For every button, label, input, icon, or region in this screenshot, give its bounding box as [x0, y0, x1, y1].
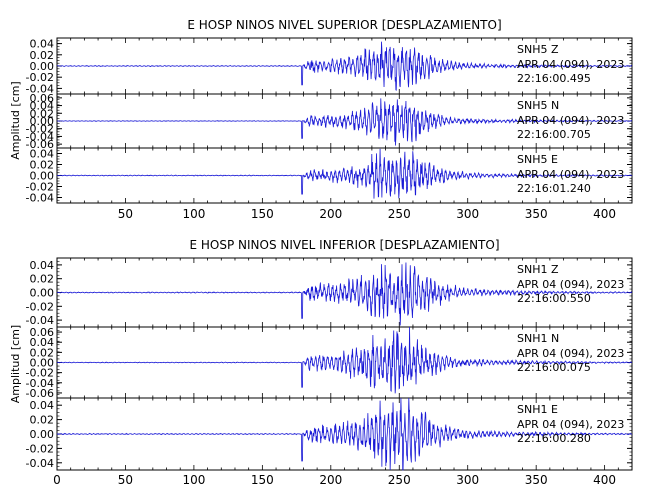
time-label: 22:16:00.495 — [517, 72, 591, 85]
x-tick-label: 400 — [593, 473, 616, 487]
y-tick-label: 0.06 — [30, 92, 55, 105]
y-tick-label: -0.04 — [26, 377, 54, 390]
y-tick-label: 0.02 — [30, 49, 55, 62]
chart-title: E HOSP NINOS NIVEL INFERIOR [DESPLAZAMIE… — [189, 238, 499, 252]
date-label: APR 04 (094), 2023 — [517, 418, 624, 431]
y-tick-label: 0.02 — [30, 414, 55, 427]
x-tick-label: 0 — [53, 473, 61, 487]
station-component-label: SNH1 E — [517, 403, 558, 416]
y-tick-label: 0.00 — [30, 115, 55, 128]
chart-lower: E HOSP NINOS NIVEL INFERIOR [DESPLAZAMIE… — [9, 238, 633, 487]
y-tick-label: 0.00 — [30, 357, 55, 370]
y-tick-label: 0.00 — [30, 287, 55, 300]
time-label: 22:16:00.280 — [517, 432, 591, 445]
y-tick-label: 0.02 — [30, 159, 55, 172]
y-tick-label: -0.04 — [26, 457, 54, 470]
panel-snh1-z: 0.040.020.00-0.02-0.04 SNH1 Z APR 04 (094)… — [26, 257, 633, 328]
waveform-trace — [56, 326, 633, 394]
y-tick-label: 0.00 — [30, 60, 55, 73]
x-tick-label: 100 — [182, 473, 205, 487]
date-label: APR 04 (094), 2023 — [517, 168, 624, 181]
station-component-label: SNH1 Z — [517, 263, 559, 276]
x-tick-label: 350 — [525, 473, 548, 487]
x-tick-label: 50 — [118, 207, 133, 221]
y-axis-label: Amplitud [cm] — [9, 325, 22, 403]
x-tick-label: 250 — [388, 473, 411, 487]
station-component-label: SNH5 Z — [517, 43, 559, 56]
date-label: APR 04 (094), 2023 — [517, 114, 624, 127]
panel-snh1-n: 0.060.040.020.00-0.02-0.04-0.06 SNH1 N APR… — [26, 326, 633, 400]
y-tick-label: 0.04 — [30, 148, 55, 161]
x-tick-label: 400 — [593, 207, 616, 221]
time-label: 22:16:01.240 — [517, 182, 591, 195]
y-tick-label: -0.06 — [26, 387, 54, 400]
station-component-label: SNH1 N — [517, 332, 559, 345]
x-tick-label: 300 — [456, 207, 479, 221]
y-tick-label: -0.04 — [26, 82, 54, 95]
y-tick-label: -0.02 — [26, 442, 54, 455]
waveform-trace — [56, 262, 633, 326]
y-tick-label: -0.04 — [26, 314, 54, 327]
y-tick-label: 0.00 — [30, 170, 55, 183]
y-tick-label: 0.02 — [30, 346, 55, 359]
station-component-label: SNH5 E — [517, 153, 558, 166]
x-tick-label: 50 — [118, 473, 133, 487]
x-tick-label: 200 — [319, 207, 342, 221]
y-tick-label: -0.02 — [26, 181, 54, 194]
date-label: APR 04 (094), 2023 — [517, 347, 624, 360]
waveform-trace — [56, 397, 633, 471]
panel-snh5-e: 0.040.020.00-0.02-0.04 SNH5 E APR 04 (094)… — [26, 147, 633, 205]
x-tick-label: 250 — [388, 207, 411, 221]
y-tick-label: -0.04 — [26, 130, 54, 143]
y-tick-label: 0.00 — [30, 428, 55, 441]
y-tick-label: 0.06 — [30, 326, 55, 339]
panel-snh5-n: 0.060.040.020.00-0.02-0.04-0.06 SNH5 N APR… — [26, 92, 633, 151]
chart-upper: E HOSP NINOS NIVEL SUPERIOR [DESPLAZAMIE… — [9, 18, 633, 221]
y-tick-label: 0.04 — [30, 399, 55, 412]
y-tick-label: 0.02 — [30, 273, 55, 286]
date-label: APR 04 (094), 2023 — [517, 278, 624, 291]
time-label: 22:16:00.075 — [517, 361, 591, 374]
y-tick-label: 0.04 — [30, 259, 55, 272]
y-tick-label: 0.02 — [30, 107, 55, 120]
time-label: 22:16:00.705 — [517, 128, 591, 141]
x-tick-label: 200 — [319, 473, 342, 487]
y-tick-label: 0.04 — [30, 100, 55, 113]
x-tick-label: 150 — [251, 207, 274, 221]
y-tick-label: 0.04 — [30, 336, 55, 349]
panel-snh1-e: 0.04 0.020.00-0.02 -0.04 SNH1 E APR 04 (094)… — [26, 397, 633, 471]
y-tick-label: -0.02 — [26, 300, 54, 313]
y-tick-label: -0.06 — [26, 138, 54, 151]
x-tick-label: 300 — [456, 473, 479, 487]
x-tick-label: 350 — [525, 207, 548, 221]
chart-title: E HOSP NINOS NIVEL SUPERIOR [DESPLAZAMIE… — [187, 18, 501, 32]
x-tick-label: 100 — [182, 207, 205, 221]
y-axis-label: Amplitud [cm] — [9, 81, 22, 159]
waveform-trace — [56, 98, 633, 146]
date-label: APR 04 (094), 2023 — [517, 58, 624, 71]
waveform-trace — [56, 148, 633, 199]
time-label: 22:16:00.550 — [517, 292, 591, 305]
y-tick-label: -0.02 — [26, 71, 54, 84]
y-tick-label: -0.02 — [26, 367, 54, 380]
x-tick-label: 150 — [251, 473, 274, 487]
panel-snh5-z: 0.040.020.00-0.02-0.04 SNH5 Z APR 04 (094)… — [26, 37, 633, 95]
y-tick-label: 0.04 — [30, 38, 55, 51]
y-tick-label: -0.02 — [26, 123, 54, 136]
station-component-label: SNH5 N — [517, 99, 559, 112]
y-tick-label: -0.04 — [26, 192, 54, 205]
waveform-trace — [56, 41, 633, 91]
